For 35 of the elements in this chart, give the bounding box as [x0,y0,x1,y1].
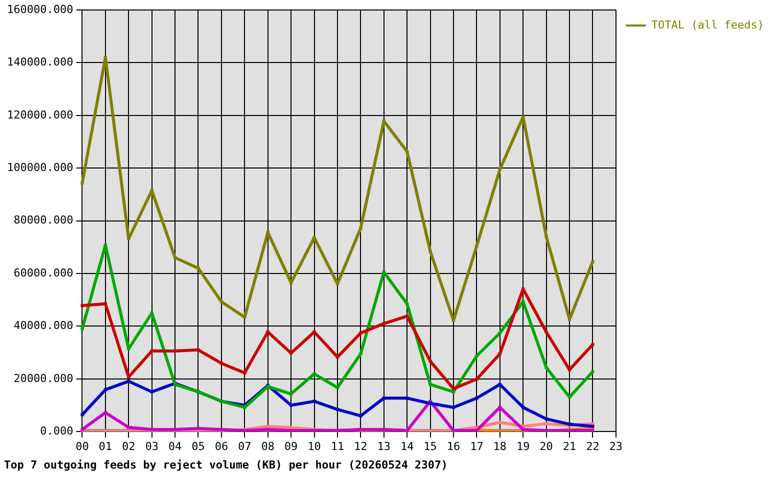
x-tick-label: 00 [76,440,89,454]
x-tick-label: 12 [354,440,368,454]
y-tick-label: 40000.000 [14,319,74,332]
x-tick-label: 21 [562,440,576,454]
x-tick-label: 08 [261,440,274,454]
y-tick-label: 120000.000 [6,108,74,122]
y-tick-label: 20000.000 [14,372,74,385]
x-tick-label: 11 [330,440,344,454]
y-tick-label: 140000.000 [6,56,74,69]
y-tick-label: 60000.000 [14,266,74,280]
x-tick-label: 17 [470,440,484,454]
x-tick-label: 06 [214,440,228,454]
y-tick-label: 100000.000 [6,160,74,174]
x-tick-label: 09 [284,440,298,454]
y-tick-label: 160000.000 [6,2,74,16]
y-tick-label: 80000.000 [14,214,74,227]
x-tick-label: 13 [377,440,390,454]
x-tick-label: 16 [446,440,460,454]
x-tick-label: 23 [609,440,623,454]
legend-label: TOTAL (all feeds) [651,18,764,32]
x-tick-label: 20 [540,440,553,454]
x-tick-label: 02 [122,440,136,454]
x-tick-label: 18 [493,440,507,454]
text: Top 7 outgoing feeds by reject volume (KB) per hour (20260524 2307) [4,458,448,472]
x-tick-label: 10 [308,440,321,454]
x-tick-label: 01 [98,440,112,454]
y-tick-label: 0.000 [40,424,74,438]
x-tick-label: 14 [400,440,414,454]
x-tick-label: 22 [586,440,600,454]
x-tick-label: 07 [238,440,252,454]
x-tick-label: 03 [145,440,158,454]
x-tick-label: 19 [516,440,530,454]
x-tick-label: 15 [424,440,437,454]
x-tick-label: 05 [192,440,205,454]
x-tick-label: 04 [168,440,182,454]
